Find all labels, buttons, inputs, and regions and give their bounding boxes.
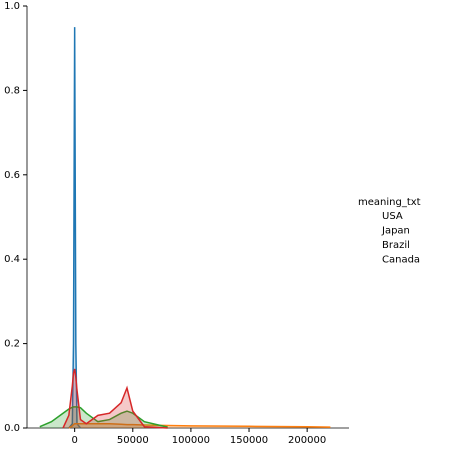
y-tick-label: 0.2 [4, 339, 20, 350]
kde-area [39, 406, 168, 428]
legend-label: Brazil [382, 240, 410, 251]
legend-title: meaning_txt [358, 197, 421, 208]
kde-line [68, 423, 331, 429]
y-tick-label: 1.0 [4, 1, 20, 12]
y-tick-label: 0.4 [4, 254, 20, 265]
y-tick-label: 0.0 [4, 423, 20, 434]
x-tick-label: 200000 [288, 435, 326, 446]
x-tick-label: 100000 [172, 435, 210, 446]
legend-label: Japan [381, 226, 410, 237]
y-tick-label: 0.6 [4, 170, 20, 181]
y-tick-label: 0.8 [4, 85, 20, 96]
legend-label: USA [382, 211, 403, 222]
x-tick-label: 0 [71, 435, 77, 446]
kde-line [62, 368, 168, 429]
x-tick-label: 150000 [230, 435, 268, 446]
x-tick-label: 50000 [117, 435, 149, 446]
legend-label: Canada [382, 255, 420, 266]
